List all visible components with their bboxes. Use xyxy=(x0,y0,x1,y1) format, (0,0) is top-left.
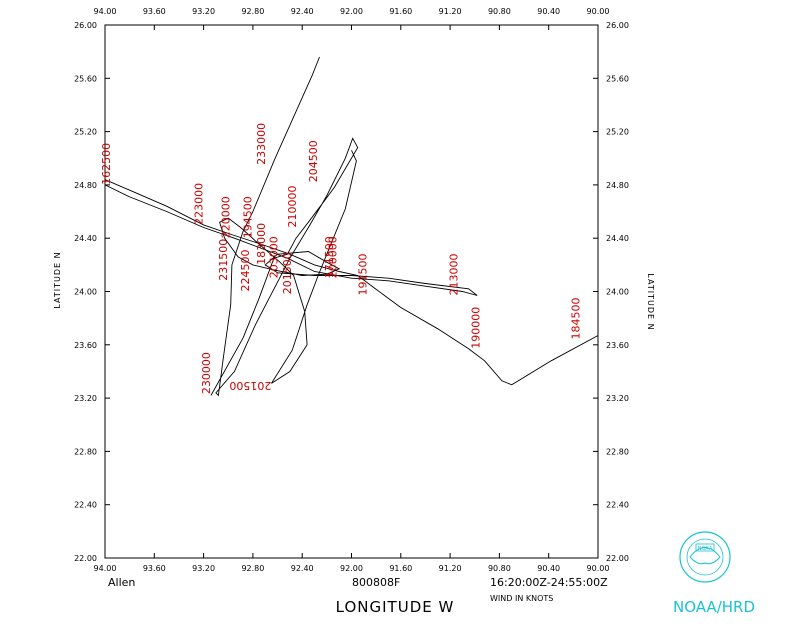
flight-track-line-3 xyxy=(210,56,359,397)
x-tick-label-bottom: 94.00 xyxy=(94,564,117,573)
x-tick-label-top: 91.60 xyxy=(389,7,412,16)
y-ticks-left: 22.00 22.40 22.80 23.20 23.60 24.00 24.40 24.80… xyxy=(74,21,110,563)
y-tick-label-right: 22.40 xyxy=(606,501,629,510)
x-tick-label-bottom: 90.80 xyxy=(488,564,511,573)
y-ticks-right: 22.00 22.40 22.80 23.20 23.60 24.00 24.40 24.80… xyxy=(593,21,629,563)
time-label: 230000 xyxy=(200,352,213,394)
time-label: 231500 xyxy=(217,239,230,281)
x-tick-label-bottom: 93.20 xyxy=(192,564,215,573)
y-tick-label-left: 24.00 xyxy=(74,288,97,297)
time-label: 194500 xyxy=(242,196,255,238)
y-tick-label-right: 23.60 xyxy=(606,341,629,350)
flight-track-line-2 xyxy=(104,150,478,384)
y-tick-label-right: 24.40 xyxy=(606,234,629,243)
y-tick-label-left: 22.80 xyxy=(74,447,97,456)
y-axis-label-right: LATITUDE N xyxy=(646,273,655,330)
flight-tracks xyxy=(104,56,599,397)
time-label: 171500 xyxy=(323,236,336,278)
time-range: 16:20:00Z-24:55:00Z xyxy=(490,576,608,589)
time-label: 201500 xyxy=(229,379,271,392)
x-tick-label-top: 91.20 xyxy=(439,7,462,16)
x-tick-label-bottom: 92.80 xyxy=(241,564,264,573)
time-label: 201500 xyxy=(281,252,294,294)
y-tick-label-left: 24.80 xyxy=(74,181,97,190)
time-label: 204500 xyxy=(307,140,320,182)
flight-track-line-1 xyxy=(104,179,599,386)
time-label: 200000 xyxy=(327,236,340,278)
x-tick-label-bottom: 91.20 xyxy=(439,564,462,573)
time-label: 213000 xyxy=(448,254,461,296)
x-tick-label-top: 92.40 xyxy=(291,7,314,16)
time-label: 162500 xyxy=(100,143,113,185)
storm-name: Allen xyxy=(108,576,135,589)
y-tick-label-left: 24.40 xyxy=(74,234,97,243)
time-label: 224500 xyxy=(239,250,252,292)
time-label: 190000 xyxy=(470,307,483,349)
y-tick-label-right: 26.00 xyxy=(606,21,629,30)
time-label: 220000 xyxy=(220,196,233,238)
time-label: 210000 xyxy=(286,186,299,228)
time-label: 233000 xyxy=(255,123,268,165)
y-tick-label-right: 23.20 xyxy=(606,394,629,403)
time-label: 223000 xyxy=(192,183,205,225)
plot-frame xyxy=(104,24,599,559)
y-tick-label-left: 22.00 xyxy=(74,554,97,563)
x-tick-label-top: 93.60 xyxy=(143,7,166,16)
noaa-seal-text: NOAA xyxy=(698,546,713,552)
time-label: 183000 xyxy=(255,223,268,265)
noaa-logo: NOAA xyxy=(679,531,731,583)
x-tick-label-top: 90.40 xyxy=(537,7,560,16)
x-axis-label: LONGITUDE W xyxy=(336,598,455,616)
x-tick-label-top: 92.00 xyxy=(340,7,363,16)
time-label: 191500 xyxy=(356,254,369,296)
y-tick-label-right: 22.80 xyxy=(606,447,629,456)
x-tick-label-top: 90.80 xyxy=(488,7,511,16)
x-tick-label-bottom: 90.40 xyxy=(537,564,560,573)
flight-id: 800808F xyxy=(352,576,400,589)
y-tick-label-right: 25.20 xyxy=(606,128,629,137)
y-tick-label-left: 25.20 xyxy=(74,128,97,137)
wind-units: WIND IN KNOTS xyxy=(490,594,553,603)
x-ticks-top: 94.00 93.60 93.20 92.80 92.40 92.00 91.60 91.20… xyxy=(94,7,610,30)
x-tick-label-bottom: 93.60 xyxy=(143,564,166,573)
y-tick-label-right: 24.80 xyxy=(606,181,629,190)
noaa-hrd-caption: NOAA/HRD xyxy=(673,598,755,616)
y-tick-label-left: 26.00 xyxy=(74,21,97,30)
x-tick-label-bottom: 92.00 xyxy=(340,564,363,573)
y-tick-label-right: 24.00 xyxy=(606,288,629,297)
time-label: 184500 xyxy=(570,298,583,340)
x-tick-label-bottom: 92.40 xyxy=(291,564,314,573)
y-tick-label-right: 22.00 xyxy=(606,554,629,563)
time-label: 203000 xyxy=(268,236,281,278)
x-tick-label-bottom: 91.60 xyxy=(389,564,412,573)
x-tick-label-bottom: 90.00 xyxy=(587,564,610,573)
y-tick-label-right: 25.60 xyxy=(606,74,629,83)
y-tick-label-left: 22.40 xyxy=(74,501,97,510)
x-tick-label-top: 93.20 xyxy=(192,7,215,16)
y-tick-label-left: 25.60 xyxy=(74,74,97,83)
y-tick-label-left: 23.20 xyxy=(74,394,97,403)
x-tick-label-top: 90.00 xyxy=(587,7,610,16)
x-ticks-bottom: 94.00 93.60 93.20 92.80 92.40 92.00 91.60 91.20… xyxy=(94,553,610,573)
y-tick-label-left: 23.60 xyxy=(74,341,97,350)
y-axis-label-left: LATITUDE N xyxy=(53,251,62,308)
x-tick-label-top: 94.00 xyxy=(94,7,117,16)
x-tick-label-top: 92.80 xyxy=(241,7,264,16)
